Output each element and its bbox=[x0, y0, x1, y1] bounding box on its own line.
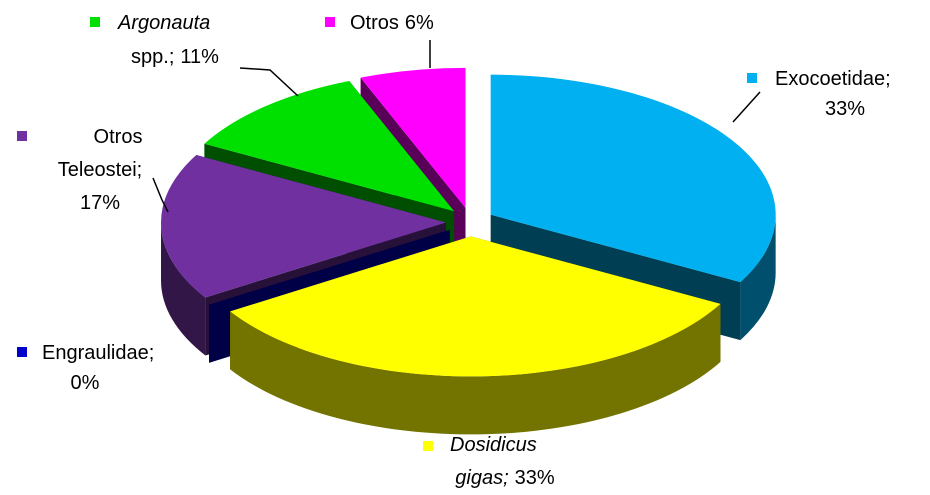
data-label: Argonauta spp.; 11% bbox=[117, 12, 219, 68]
label-text: Otros bbox=[94, 126, 143, 148]
label-text: 33% bbox=[825, 98, 865, 120]
slice bbox=[490, 74, 776, 283]
label-text: gigas; bbox=[455, 467, 508, 489]
slice bbox=[230, 236, 721, 377]
label-text: Otros bbox=[350, 12, 399, 34]
legend-swatch bbox=[747, 73, 757, 83]
legend-swatch bbox=[17, 347, 27, 357]
labels: Exocoetidae; 33% Dosidicus gigas; 33% Engraul… bbox=[17, 12, 891, 489]
leader-line bbox=[732, 91, 761, 123]
label-text: 11% bbox=[180, 46, 219, 68]
pie bbox=[161, 67, 776, 435]
data-label: Engraulidae; 0% bbox=[42, 342, 154, 394]
label-text: Argonauta bbox=[117, 12, 210, 34]
slice bbox=[161, 155, 447, 298]
label-text: spp.; bbox=[131, 46, 174, 68]
data-label: Otros 6% bbox=[350, 12, 434, 34]
label-text: Teleostei; bbox=[58, 159, 143, 181]
legend-swatch bbox=[423, 441, 433, 451]
leader-line bbox=[239, 67, 299, 97]
label-text: Dosidicus bbox=[450, 434, 537, 456]
label-text: 0% bbox=[71, 372, 100, 394]
data-label: Dosidicus gigas; 33% bbox=[450, 434, 555, 489]
label-text: 6% bbox=[405, 12, 434, 34]
legend-swatch bbox=[17, 131, 27, 141]
data-label: Otros Teleostei; 17% bbox=[58, 126, 143, 214]
legend-swatch bbox=[90, 17, 100, 27]
legend-swatch bbox=[325, 17, 335, 27]
data-label: Exocoetidae; 33% bbox=[775, 68, 891, 120]
label-text: Engraulidae; bbox=[42, 342, 154, 364]
slice bbox=[204, 81, 455, 212]
slice bbox=[360, 67, 466, 208]
slice-wall bbox=[740, 214, 776, 341]
leader-lines bbox=[152, 40, 761, 213]
slice-wall bbox=[230, 303, 721, 435]
label-text: Exocoetidae; bbox=[775, 68, 891, 90]
slice-wall bbox=[161, 222, 206, 356]
leader-line bbox=[152, 177, 169, 213]
label-text: 33% bbox=[515, 467, 555, 489]
label-text: 17% bbox=[80, 192, 120, 214]
